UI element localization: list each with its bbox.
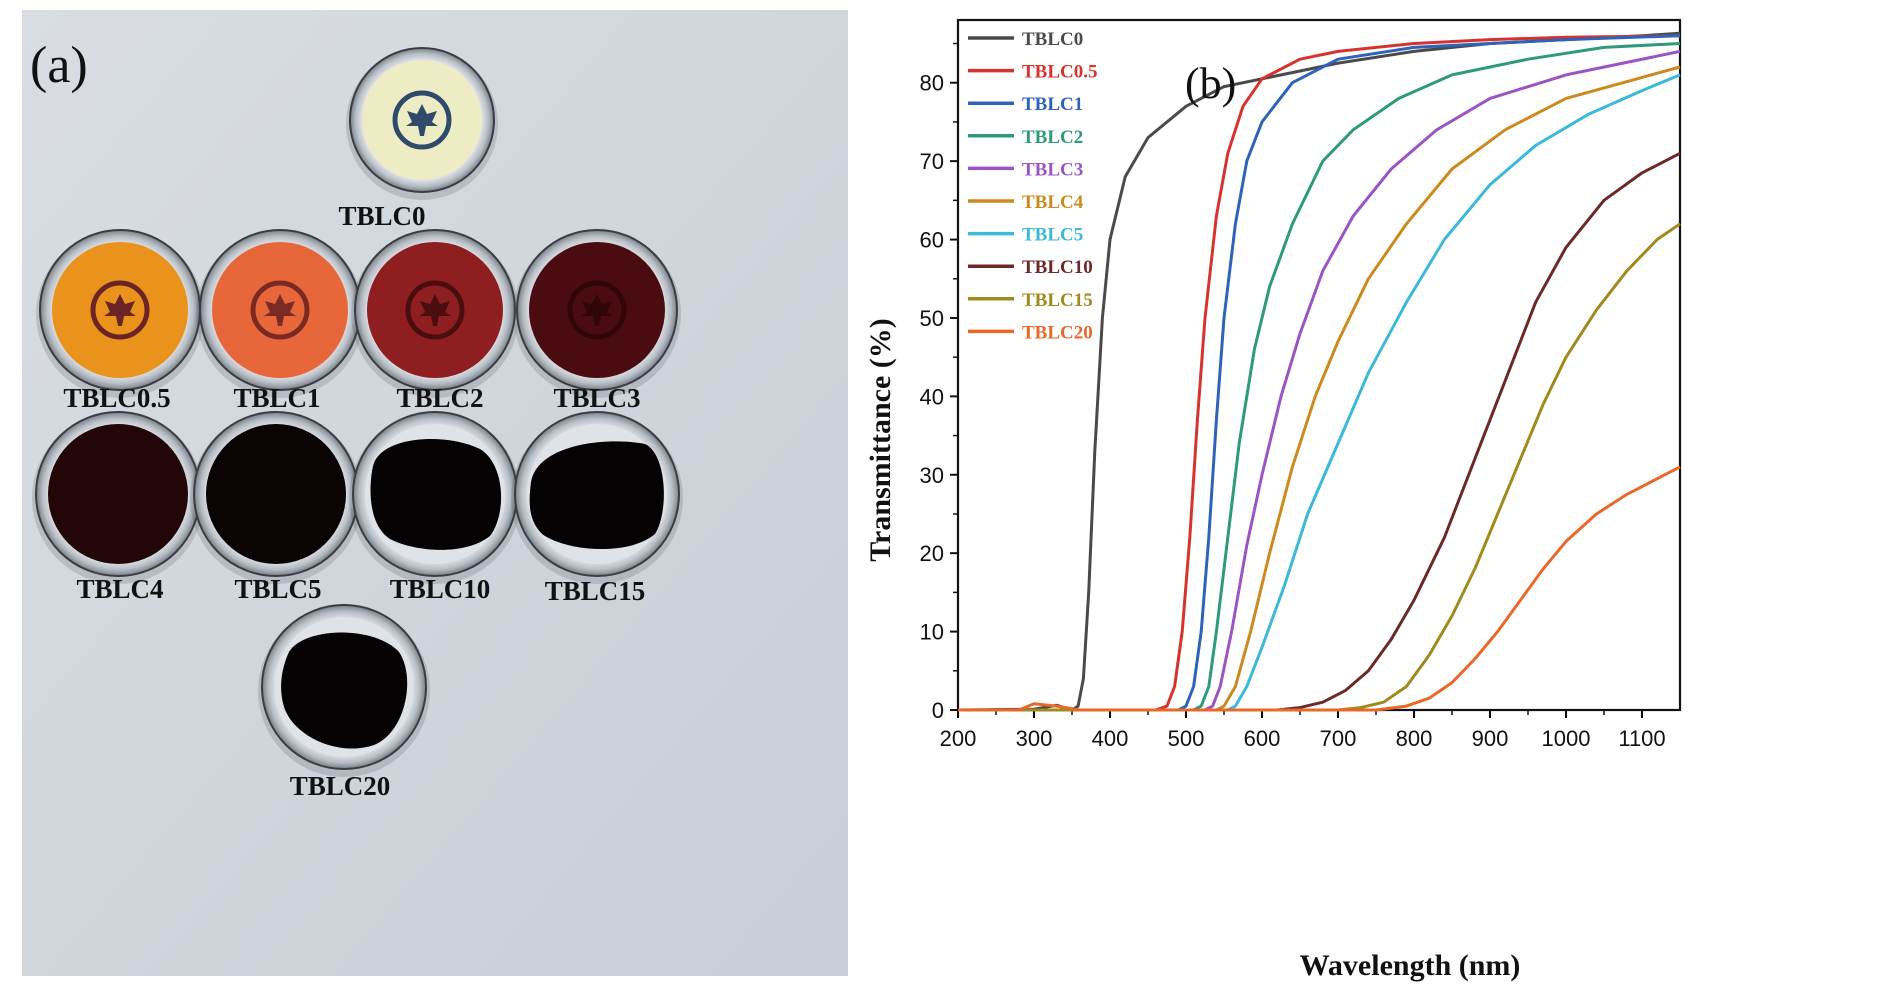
sample-dish	[36, 229, 204, 398]
series-line-tblc20	[958, 465, 1681, 712]
y-tick-label: 0	[932, 698, 944, 723]
sample-label: TBLC5	[234, 574, 321, 604]
sample-film	[281, 632, 408, 749]
x-tick-label: 300	[1016, 726, 1053, 751]
sample-dish	[349, 411, 521, 584]
sample-label: TBLC15	[545, 576, 646, 606]
legend-label: TBLC1	[1022, 94, 1083, 115]
series-line-tblc1	[958, 34, 1681, 712]
sample-dish	[511, 411, 683, 584]
y-tick-label: 80	[920, 71, 944, 96]
y-tick-label: 50	[920, 306, 944, 331]
x-tick-label: 1000	[1542, 726, 1591, 751]
x-tick-label: 400	[1092, 726, 1129, 751]
axis-ticks: 200 300 400 500 600 700 800 900 1000 1100 0 10 20 30 4…	[920, 42, 1666, 751]
sample-dish	[258, 604, 430, 777]
sample-dish	[190, 411, 362, 584]
y-tick-label: 60	[920, 228, 944, 253]
sample-dish	[346, 47, 498, 200]
legend-label: TBLC20	[1022, 322, 1093, 343]
sample-film	[370, 438, 502, 550]
sample-dish	[351, 229, 519, 398]
sample-dish	[32, 411, 204, 584]
x-tick-label: 800	[1396, 726, 1433, 751]
y-tick-label: 30	[920, 463, 944, 488]
sample-label: TBLC1	[233, 383, 320, 413]
sample-label: TBLC0.5	[63, 383, 170, 413]
leaf-emblem-icon	[567, 280, 627, 340]
legend-label: TBLC4	[1022, 192, 1084, 213]
legend-item: TBLC0	[968, 29, 1083, 50]
sample-label: TBLC4	[76, 574, 163, 604]
series-line-tblc15	[958, 222, 1681, 712]
sample-label: TBLC10	[390, 574, 491, 604]
legend-item: TBLC20	[968, 322, 1093, 343]
sample-dish-group: TBLC0 TBLC0.5 TBLC1 TBLC2 TBLC3 TBLC4 TBLC5 TBL…	[32, 47, 683, 801]
x-tick-label: 900	[1472, 726, 1509, 751]
y-tick-label: 70	[920, 149, 944, 174]
legend: TBLC0 TBLC0.5 TBLC1 TBLC2 TBLC3 TBLC4 TBLC5 TBL…	[968, 29, 1098, 343]
y-tick-label: 40	[920, 384, 944, 409]
x-tick-label: 700	[1320, 726, 1357, 751]
legend-item: TBLC5	[968, 225, 1083, 246]
legend-label: TBLC3	[1022, 159, 1083, 180]
sample-label: TBLC3	[553, 383, 640, 413]
transmittance-chart: 200 300 400 500 600 700 800 900 1000 1100 0 10 20 30 4…	[864, 18, 1682, 982]
legend-item: TBLC2	[968, 127, 1083, 148]
sample-label: TBLC0	[338, 201, 425, 231]
legend-label: TBLC0	[1022, 29, 1083, 50]
y-tick-label: 20	[920, 541, 944, 566]
legend-item: TBLC10	[968, 257, 1093, 278]
legend-item: TBLC3	[968, 159, 1083, 180]
legend-item: TBLC15	[968, 290, 1093, 311]
x-tick-label: 200	[940, 726, 977, 751]
x-axis-title: Wavelength (nm)	[1300, 949, 1521, 982]
leaf-emblem-icon	[250, 280, 310, 340]
legend-item: TBLC0.5	[968, 62, 1098, 83]
leaf-emblem-icon	[392, 90, 452, 150]
sample-label: TBLC2	[396, 383, 483, 413]
sample-dish	[196, 229, 364, 398]
x-tick-label: 500	[1168, 726, 1205, 751]
series-line-tblc10	[958, 151, 1681, 712]
leaf-emblem-icon	[90, 280, 150, 340]
x-tick-label: 600	[1244, 726, 1281, 751]
series-line-tblc2	[958, 42, 1681, 712]
legend-item: TBLC4	[968, 192, 1084, 213]
series-line-tblc0-5	[958, 34, 1681, 712]
legend-label: TBLC5	[1022, 225, 1083, 246]
legend-label: TBLC2	[1022, 127, 1083, 148]
series-line-tblc5	[958, 73, 1681, 712]
panel-b-letter: (b)	[1185, 59, 1236, 108]
legend-label: TBLC0.5	[1022, 62, 1098, 83]
x-tick-label: 1100	[1618, 726, 1665, 751]
y-tick-label: 10	[920, 620, 944, 645]
sample-film	[48, 424, 188, 564]
series-line-tblc3	[958, 49, 1681, 712]
sample-film	[529, 441, 664, 550]
sample-dish	[513, 229, 681, 398]
leaf-emblem-icon	[405, 280, 465, 340]
panel-a-letter: (a)	[30, 37, 88, 94]
legend-label: TBLC10	[1022, 257, 1093, 278]
sample-label: TBLC20	[290, 771, 391, 801]
legend-label: TBLC15	[1022, 290, 1093, 311]
series-line-tblc4	[958, 65, 1681, 712]
sample-film	[206, 424, 346, 564]
series-lines	[957, 31, 1681, 712]
legend-item: TBLC1	[968, 94, 1083, 115]
y-axis-title: Transmittance (%)	[864, 318, 897, 562]
